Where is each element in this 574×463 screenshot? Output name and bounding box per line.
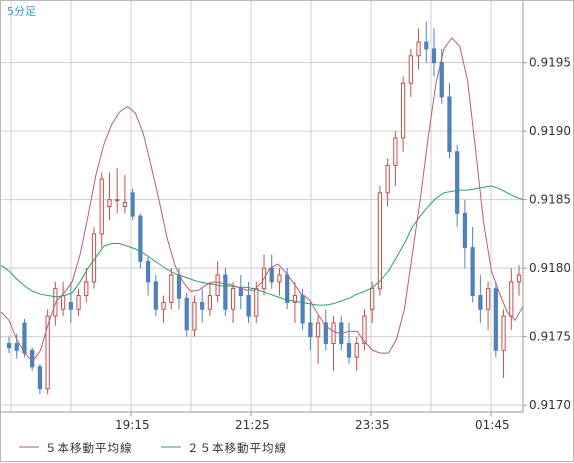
candle-body xyxy=(346,343,352,358)
candle-body xyxy=(370,288,375,310)
candle-body xyxy=(145,260,151,283)
candle-body xyxy=(455,151,460,214)
candle-body xyxy=(424,41,429,50)
candle-body xyxy=(192,301,197,331)
candle-body xyxy=(501,315,506,351)
candle-body xyxy=(470,247,475,297)
y-tick-label: 0.9185 xyxy=(529,193,571,207)
y-axis-ticks: 0.9170 0.9175 0.9180 0.9185 0.9190 0.9195 xyxy=(523,56,571,412)
x-tick-label: 23:35 xyxy=(355,418,390,432)
candle-body xyxy=(207,295,213,310)
candle-body xyxy=(315,322,321,338)
legend-ma25-label: ２５本移動平均線 xyxy=(187,441,287,455)
candle-body xyxy=(362,315,367,345)
candle-body xyxy=(184,297,189,331)
candle-body xyxy=(385,164,390,194)
candle-body xyxy=(509,281,514,317)
y-tick-label: 0.9170 xyxy=(529,398,571,412)
candle-body xyxy=(45,315,50,390)
candle-body xyxy=(408,55,413,84)
candle-body xyxy=(285,274,290,303)
candle-body xyxy=(53,288,58,317)
candle-body xyxy=(300,295,305,324)
candle-body xyxy=(99,178,104,235)
candle-body xyxy=(153,281,158,310)
candle-body xyxy=(130,192,135,217)
candle-body xyxy=(323,322,328,345)
candle-body xyxy=(14,343,19,351)
candle-body xyxy=(292,295,298,303)
y-tick-label: 0.9175 xyxy=(529,330,571,344)
candle-body xyxy=(377,192,383,290)
candle-body xyxy=(485,288,491,310)
candle-body xyxy=(68,301,73,310)
ma25-line xyxy=(1,185,524,306)
candle-body xyxy=(439,62,444,98)
candle-body xyxy=(478,295,483,310)
x-axis-ticks: 19:15 21:25 23:35 01:45 xyxy=(115,412,510,432)
legend: ５本移動平均線 ２５本移動平均線 xyxy=(19,441,287,455)
legend-ma5-label: ５本移動平均線 xyxy=(45,441,133,455)
x-tick-label: 01:45 xyxy=(475,418,510,432)
y-tick-label: 0.9180 xyxy=(529,261,571,275)
candle-body xyxy=(269,267,274,283)
candle-body xyxy=(308,322,313,338)
candle-body xyxy=(107,199,112,207)
candle-body xyxy=(400,82,406,139)
candle-body xyxy=(431,48,437,64)
candle-body xyxy=(230,288,236,310)
candle-body xyxy=(84,281,89,297)
moving-average-lines xyxy=(1,37,524,363)
candle-body xyxy=(169,274,174,303)
y-tick-label: 0.9195 xyxy=(529,56,571,70)
candle-body xyxy=(22,322,27,354)
candle-body xyxy=(76,295,81,310)
candle-body xyxy=(246,295,251,317)
candle-body xyxy=(138,215,143,262)
candle-body xyxy=(37,366,43,390)
candle-body xyxy=(416,41,421,57)
candle-body xyxy=(223,274,228,310)
candle-body xyxy=(354,343,359,358)
candle-body xyxy=(122,201,128,207)
candle-body xyxy=(393,137,398,166)
candle-body xyxy=(60,295,66,310)
candle-body xyxy=(200,301,205,310)
candle-body xyxy=(6,343,12,349)
candle-body xyxy=(176,274,182,299)
x-tick-label: 19:15 xyxy=(115,418,150,432)
candle-body xyxy=(516,274,522,283)
candle-body xyxy=(238,288,243,297)
candle-body xyxy=(331,322,336,345)
y-tick-label: 0.9190 xyxy=(529,124,571,138)
candle-body xyxy=(493,288,498,351)
period-label: 5分足 xyxy=(7,5,36,18)
candle-body xyxy=(161,301,166,310)
candle-body xyxy=(115,199,120,202)
candle-body xyxy=(462,212,468,249)
candle-body xyxy=(254,288,259,317)
candle-body xyxy=(447,96,452,153)
candle-body xyxy=(277,274,282,283)
ma5-line xyxy=(1,37,524,363)
candle-body xyxy=(30,349,35,368)
plot-area xyxy=(1,1,523,412)
x-tick-label: 21:25 xyxy=(235,418,270,432)
